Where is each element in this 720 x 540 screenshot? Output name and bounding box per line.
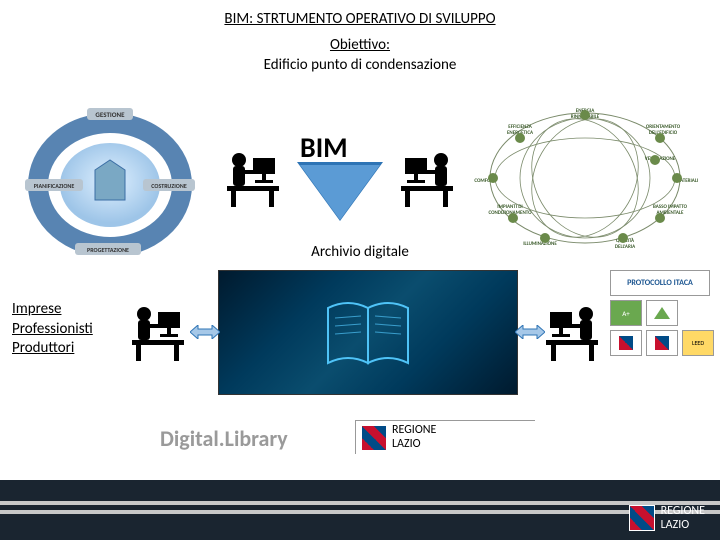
bim-label: BIM [300,130,348,165]
svg-text:GESTIONE: GESTIONE [95,110,125,119]
pc-user-icon [540,302,600,362]
double-arrow-icon [190,325,220,339]
regione-text: REGIONE LAZIO [392,424,436,450]
svg-text:VENTILAZIONE: VENTILAZIONE [645,156,676,162]
pc-user-icon [130,302,190,362]
cert-badge [646,330,678,356]
stakeholder-item: Produttori [12,339,93,359]
digital-library-logo: Digital.Library [160,425,288,452]
itaca-badge: PROTOCOLLO ITACA [610,270,710,296]
digital-archive-image [218,270,518,395]
subtitle-line-2: Edificio punto di condensazione [264,56,457,74]
svg-text:PIANIFICAZIONE: PIANIFICAZIONE [34,182,75,190]
pc-user-icon [225,148,285,208]
footer-emblem-icon [629,505,655,531]
slide-title: BIM: STRTUMENTO OPERATIVO DI SVILUPPO [0,0,720,28]
cert-badge: LEED [682,330,714,356]
certification-badges: PROTOCOLLO ITACA A+ LEED [610,270,715,360]
cert-badge [610,330,642,356]
double-arrow-icon [515,325,545,339]
pc-user-icon [395,148,455,208]
cert-badge [646,300,678,326]
bim-triangle-icon [300,165,380,220]
stakeholders-list: Imprese Professionisti Produttori [12,300,93,359]
subtitle-line-1: Obiettivo: [330,36,390,54]
svg-text:COSTRUZIONE: COSTRUZIONE [151,182,187,190]
regione-emblem-icon [362,426,386,450]
lifecycle-circle-diagram: GESTIONE COSTRUZIONE PROGETTAZIONE PIANI… [25,105,195,255]
cert-badge: A+ [610,300,642,326]
stakeholder-item: Imprese [12,300,93,320]
footer-regione-logo: REGIONE LAZIO [629,504,705,532]
book-icon [323,298,413,368]
archivio-label: Archivio digitale [0,243,720,261]
footer-bar: REGIONE LAZIO [0,480,720,540]
regione-lazio-logo: REGIONE LAZIO [355,420,535,454]
slide-subtitle: Obiettivo: Edificio punto di condensazio… [0,36,720,75]
green-building-network-diagram: ENERGIA RINNOVABILE EFFICIENZA ENERGETIC… [465,100,705,255]
stakeholder-item: Professionisti [12,320,93,340]
footer-text: REGIONE LAZIO [661,504,705,532]
